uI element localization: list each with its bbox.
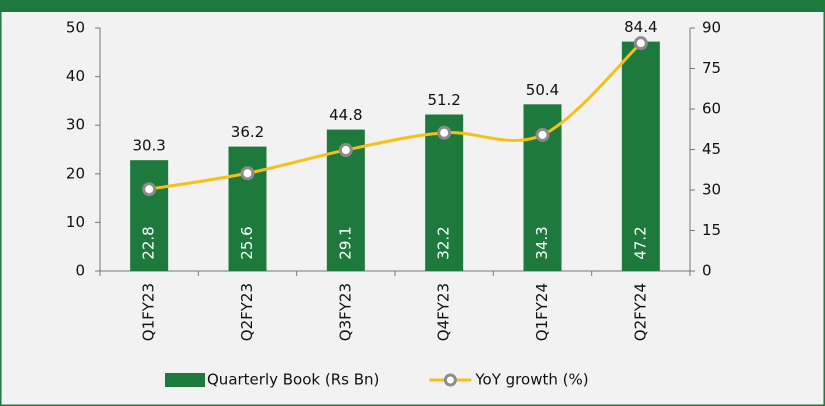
line-value-label: 84.4 [624,18,657,36]
y2-tick-label: 60 [702,100,721,118]
bar-value-label: 22.8 [140,226,158,259]
y-tick-label: 20 [66,164,85,182]
bar [621,41,660,271]
y-tick-label: 10 [66,213,85,231]
x-tick-label: Q2FY24 [631,283,649,341]
x-tick-label: Q1FY24 [533,283,551,341]
line-point [338,143,353,158]
line-value-label: 30.3 [132,137,165,155]
y2-tick-label: 15 [702,221,721,239]
bar [425,114,464,272]
legend-swatch [165,373,205,387]
line-point [142,182,157,197]
x-tick-label: Q4FY23 [435,283,453,341]
legend-swatch-marker [443,373,457,387]
line-point [240,166,255,181]
bar-value-label: 32.2 [435,226,453,259]
y2-tick-label: 75 [702,59,721,77]
top-band [0,0,825,12]
y2-tick-label: 90 [702,19,721,37]
y-tick-label: 50 [66,19,85,37]
line-point [535,127,550,142]
bar-value-label: 47.2 [631,226,649,259]
x-tick-label: Q1FY23 [140,283,158,341]
line-value-label: 44.8 [329,106,362,124]
y2-tick-label: 0 [702,262,712,280]
line-value-label: 51.2 [427,91,460,109]
line-value-label: 36.2 [231,123,264,141]
line-point [633,36,648,51]
bar-value-label: 25.6 [238,226,256,259]
x-tick-label: Q3FY23 [336,283,354,341]
bar-value-label: 29.1 [336,226,354,259]
bar [130,160,169,271]
y2-tick-label: 45 [702,140,721,158]
y-tick-label: 30 [66,116,85,134]
legend-label: Quarterly Book (Rs Bn) [207,371,379,389]
bar-value-label: 34.3 [533,226,551,259]
y-tick-label: 40 [66,67,85,85]
legend-label: YoY growth (%) [474,371,588,389]
line-point [437,125,452,140]
y-tick-label: 0 [75,262,85,280]
x-tick-label: Q2FY23 [238,283,256,341]
y2-tick-label: 30 [702,181,721,199]
line-value-label: 50.4 [526,81,559,99]
